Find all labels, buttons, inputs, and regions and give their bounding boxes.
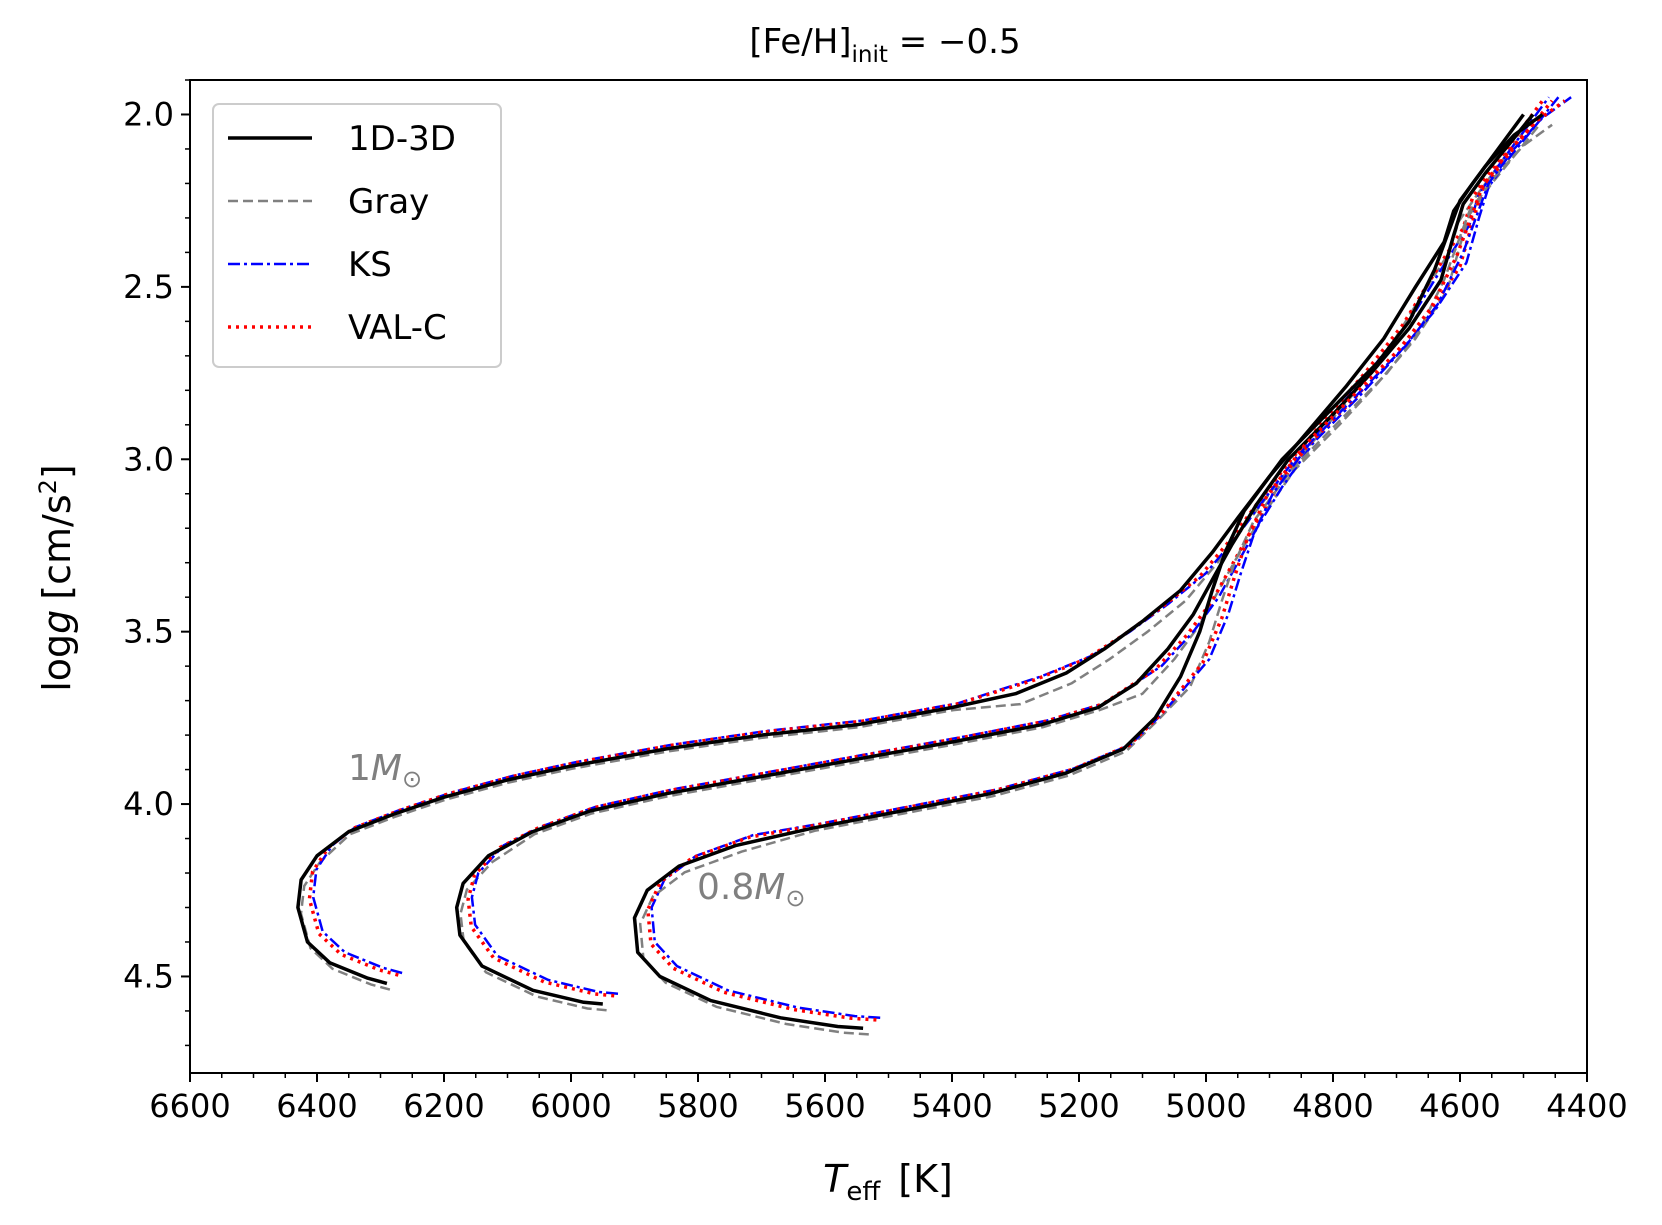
track-ks-1 [470, 96, 1560, 995]
x-tick-label: 6600 [149, 1087, 230, 1125]
y-tick-label: 2.0 [123, 95, 174, 133]
chart-title: [Fe/H]init = −0.5 [749, 22, 1020, 68]
track-valc-1 [466, 99, 1554, 998]
track-1d3d-1 [454, 113, 1535, 1006]
x-tick-label: 5200 [1038, 1087, 1119, 1125]
y-axis-ticks: 2.0 2.5 3.0 3.5 4.0 4.5 [123, 79, 190, 1047]
track-gray-0 [299, 124, 1530, 991]
track-ks-2 [650, 96, 1572, 1020]
legend-label-gray: Gray [348, 182, 429, 222]
x-axis-ticks: 6600 6400 6200 6000 5800 5600 5400 5200 5000 4800… [149, 1073, 1628, 1125]
x-tick-label: 5600 [784, 1087, 865, 1125]
x-tick-label: 5800 [657, 1087, 738, 1125]
y-tick-label: 2.5 [123, 268, 174, 306]
track-gray-1 [459, 124, 1541, 1012]
legend-label-1d3d: 1D-3D [348, 119, 456, 159]
x-tick-label: 6400 [276, 1087, 357, 1125]
annotation-0-8msun: 0.8M⊙ [697, 867, 805, 912]
track-ks-0 [311, 96, 1550, 975]
x-tick-label: 4400 [1546, 1087, 1627, 1125]
x-tick-label: 5400 [911, 1087, 992, 1125]
legend-label-ks: KS [348, 245, 392, 285]
track-1d3d-0 [296, 113, 1525, 986]
y-tick-label: 3.5 [123, 613, 174, 651]
x-tick-label: 4800 [1292, 1087, 1373, 1125]
annotation-1msun: 1M⊙ [348, 748, 422, 793]
x-tick-label: 5000 [1165, 1087, 1246, 1125]
x-tick-label: 6200 [403, 1087, 484, 1125]
y-tick-label: 4.5 [123, 957, 174, 995]
legend: 1D-3D Gray KS VAL-C [212, 103, 502, 368]
x-axis-title: Teff [K] [823, 1157, 953, 1207]
x-tick-label: 6000 [530, 1087, 611, 1125]
legend-box [212, 103, 502, 368]
track-1d3d-2 [632, 113, 1544, 1030]
y-tick-label: 3.0 [123, 440, 174, 478]
x-tick-label: 4600 [1419, 1087, 1500, 1125]
y-axis-title: logg[cm/s2] [34, 464, 79, 692]
track-valc-2 [646, 99, 1566, 1022]
y-tick-label: 4.0 [123, 785, 174, 823]
track-lines [296, 96, 1572, 1036]
legend-label-valc: VAL-C [348, 308, 447, 348]
